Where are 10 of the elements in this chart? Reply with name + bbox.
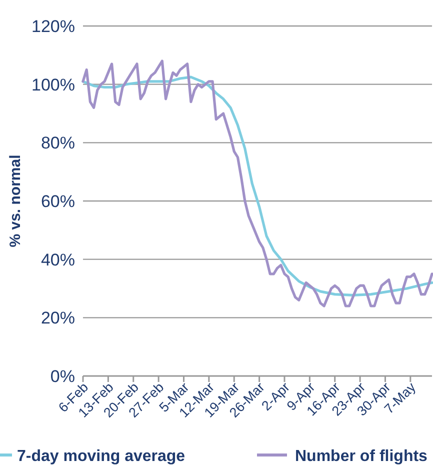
- y-tick-label: 120%: [32, 17, 75, 36]
- y-tick-label: 0%: [50, 367, 75, 386]
- y-tick-label: 80%: [40, 134, 75, 153]
- y-tick-label: 20%: [40, 308, 75, 328]
- legend-label: 7-day moving average: [17, 448, 186, 465]
- y-tick-label: 40%: [40, 250, 75, 270]
- y-tick-label: 60%: [40, 192, 75, 211]
- legend-label: Number of flights: [295, 448, 428, 465]
- y-axis-title: % vs. normal: [7, 154, 24, 248]
- y-tick-label: 100%: [32, 75, 75, 94]
